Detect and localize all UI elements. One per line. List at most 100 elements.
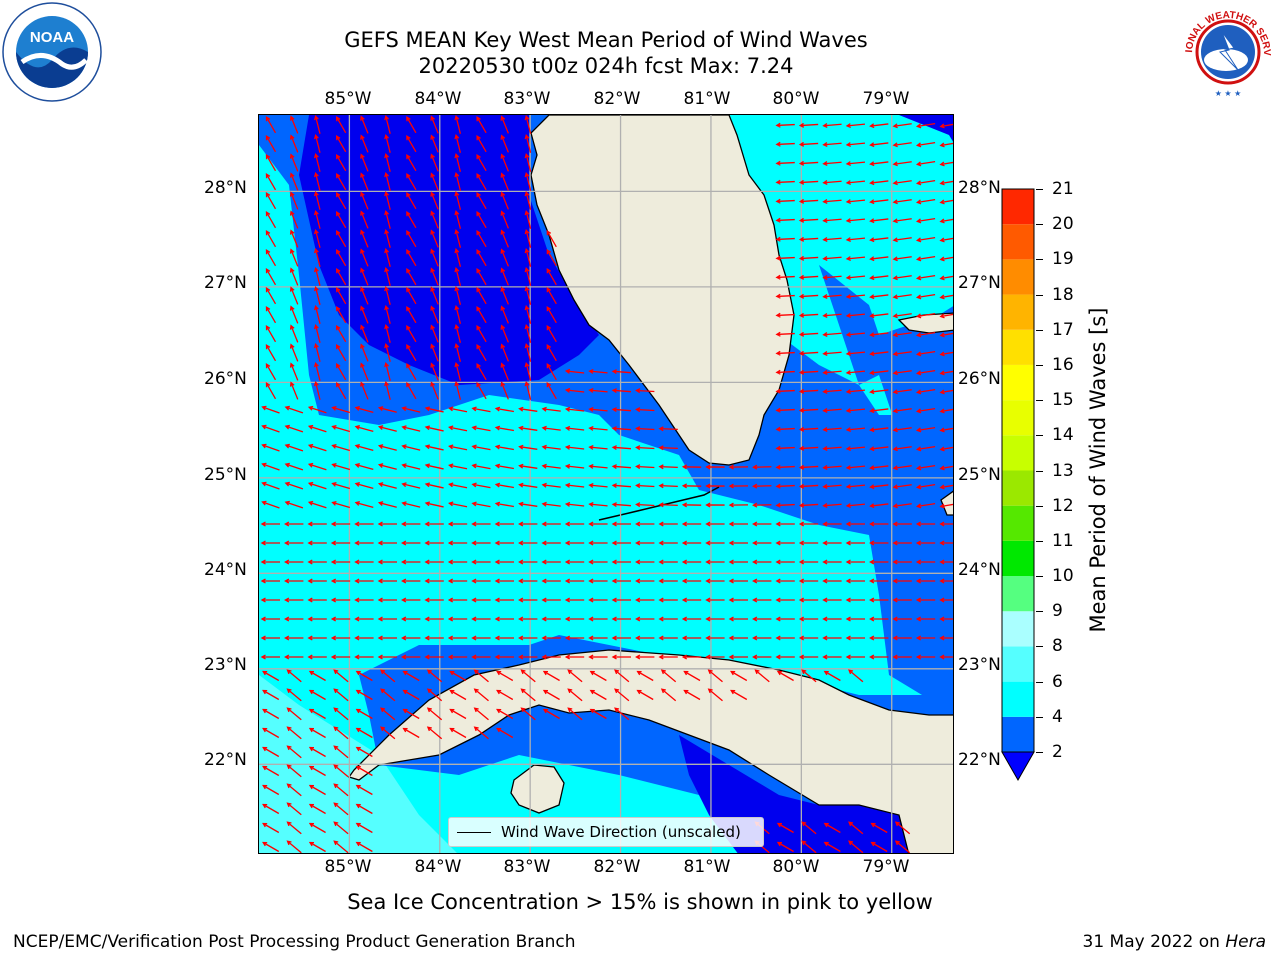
wave-direction-arrow [752,483,772,489]
wave-direction-arrow [518,406,538,412]
lon-label-bottom: 82°W [593,857,641,877]
wave-direction-arrow [360,153,369,172]
wave-direction-arrow [798,521,819,527]
wave-direction-arrow [307,443,327,452]
wave-direction-arrow [845,597,865,603]
wave-direction-arrow [822,198,842,204]
wave-direction-arrow [683,689,701,701]
wave-direction-arrow [939,370,953,376]
wave-direction-arrow [454,247,462,267]
wave-direction-arrow [524,190,532,210]
wave-direction-arrow [915,388,936,395]
wave-direction-arrow [377,425,397,432]
wave-direction-arrow [265,135,277,153]
wave-direction-arrow [355,727,373,739]
wave-direction-arrow [939,578,953,584]
wave-direction-arrow [681,559,702,565]
wave-direction-arrow [707,688,723,702]
wave-direction-arrow [845,465,866,471]
wave-direction-arrow [588,425,608,431]
wave-direction-arrow [447,540,468,546]
wave-direction-arrow [915,293,936,300]
wave-direction-arrow [775,388,795,394]
wave-direction-arrow [377,654,397,660]
wave-direction-arrow [822,312,842,318]
wave-direction-arrow [798,654,819,660]
wave-direction-arrow [845,408,866,414]
wave-direction-arrow [635,540,655,546]
wave-direction-arrow [894,821,911,835]
wave-direction-arrow [775,141,795,147]
wave-direction-arrow [705,502,725,508]
wave-direction-arrow [939,503,953,509]
wave-direction-arrow [588,654,608,660]
wave-direction-arrow [454,152,462,172]
wave-direction-arrow [798,369,819,375]
wave-direction-arrow [892,616,912,622]
wave-direction-arrow [845,635,865,641]
wave-direction-arrow [822,179,842,185]
wave-direction-arrow [822,635,842,641]
wave-direction-arrow [588,635,608,641]
wave-direction-arrow [313,190,321,210]
graticule [259,115,953,853]
wave-direction-arrow [564,616,585,622]
wave-direction-arrow [705,654,725,660]
lat-label-left: 28°N [204,178,247,198]
wave-direction-arrow [524,209,532,229]
wave-direction-arrow [447,559,468,565]
wave-direction-arrow [476,173,487,191]
wave-direction-arrow [564,559,585,565]
wave-direction-arrow [307,424,327,433]
map-subtitle: 20220530 t00z 024h fcst Max: 7.24 [418,54,794,78]
wave-direction-arrow [845,313,866,319]
wave-direction-arrow [500,210,509,229]
wave-direction-arrow [331,462,351,471]
wave-direction-arrow [401,597,421,603]
wave-direction-arrow [681,540,702,546]
wave-direction-arrow [658,578,678,584]
wave-direction-arrow [635,654,655,660]
wave-direction-arrow [798,407,819,413]
wave-direction-arrow [380,669,396,683]
wave-direction-arrow [336,306,347,324]
wave-direction-arrow [284,521,304,527]
wave-direction-arrow [611,464,632,470]
wave-direction-arrow [775,445,795,451]
wave-direction-arrow [541,406,561,412]
wave-direction-arrow [822,160,842,166]
wave-direction-arrow [541,616,561,622]
wave-direction-arrow [360,286,369,305]
wave-direction-arrow [775,426,795,432]
wave-direction-arrow [360,191,369,210]
wave-direction-arrow [775,521,795,527]
wave-direction-arrow [289,134,299,153]
colorbar-segment [1002,259,1034,295]
wave-direction-arrow [681,502,702,508]
wave-direction-arrow [752,635,772,641]
wave-direction-arrow [915,635,936,641]
wave-direction-arrow [705,597,725,603]
wave-direction-arrow [822,578,842,584]
wave-direction-arrow [798,198,819,204]
wave-direction-arrow [265,306,277,324]
wave-direction-arrow [360,172,369,191]
wave-direction-arrow [845,654,865,660]
wave-direction-arrow [500,191,509,210]
wave-direction-arrow [588,559,608,565]
wave-direction-arrow [496,670,514,682]
wave-direction-arrow [447,635,468,641]
wave-direction-arrow [265,363,277,381]
wave-direction-arrow [262,784,280,796]
wave-direction-arrow [430,153,439,172]
wave-direction-arrow [611,426,632,432]
wave-direction-arrow [286,764,302,778]
wave-direction-arrow [614,707,630,721]
wave-direction-arrow [541,654,561,660]
wave-direction-arrow [377,559,397,565]
lat-label-right: 23°N [958,655,1001,675]
wave-direction-arrow [611,559,631,565]
wave-direction-arrow [494,482,514,489]
wave-direction-arrow [331,481,351,490]
wave-direction-arrow [939,294,953,300]
